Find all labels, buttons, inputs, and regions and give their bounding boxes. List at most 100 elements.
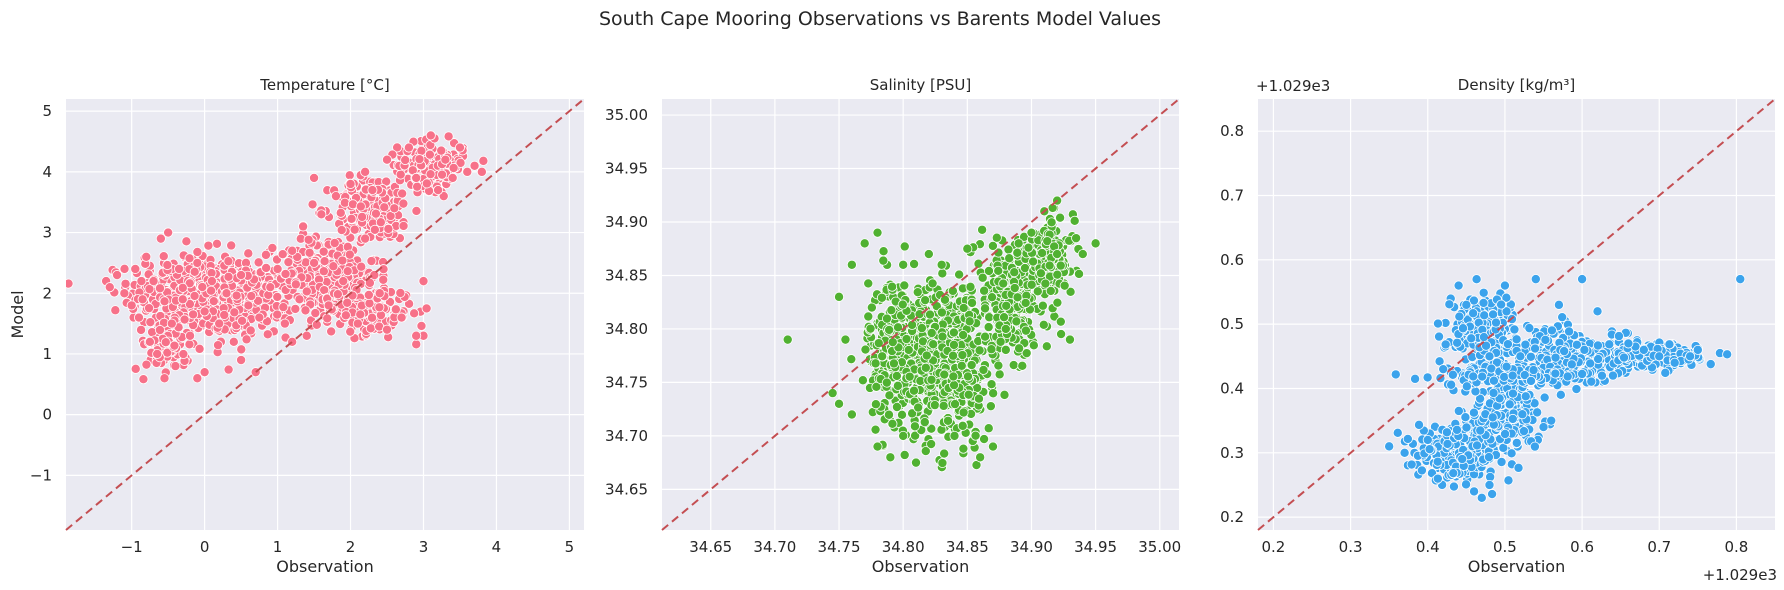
data-point	[1472, 440, 1483, 451]
data-point	[1501, 306, 1512, 317]
data-point	[846, 409, 857, 420]
data-point	[301, 330, 312, 341]
data-point	[1470, 386, 1481, 397]
data-point	[260, 249, 271, 260]
y-tick-label: 0.3	[1220, 444, 1244, 462]
data-point	[936, 307, 947, 318]
x-tick-label: 4	[492, 538, 502, 556]
data-point	[1511, 334, 1522, 345]
data-point	[1446, 379, 1457, 390]
data-point	[1487, 489, 1498, 500]
data-point	[909, 258, 920, 269]
data-point	[926, 423, 937, 434]
data-point	[1604, 339, 1615, 350]
data-point	[920, 446, 931, 457]
data-point	[1059, 280, 1070, 291]
data-point	[1410, 373, 1421, 384]
data-point	[342, 266, 353, 277]
data-point	[469, 160, 480, 171]
data-point	[355, 201, 366, 212]
data-point	[1566, 359, 1577, 370]
x-tick-label: 0.5	[1493, 538, 1517, 556]
x-tick-label: 34.80	[882, 538, 925, 556]
data-point	[211, 238, 222, 249]
data-point	[355, 309, 366, 320]
data-point	[300, 305, 311, 316]
data-point	[948, 327, 959, 338]
data-point	[436, 145, 447, 156]
data-point	[1468, 308, 1479, 319]
y-tick-label: 0	[42, 406, 52, 424]
data-point	[425, 169, 436, 180]
data-point	[1441, 427, 1452, 438]
data-point	[332, 289, 343, 300]
data-point	[1559, 346, 1570, 357]
data-point	[1056, 329, 1067, 340]
x-tick-label: 35.00	[1138, 538, 1181, 556]
data-point	[339, 197, 350, 208]
data-point	[949, 430, 960, 441]
data-point	[412, 181, 423, 192]
data-point	[939, 448, 950, 459]
data-point	[241, 334, 252, 345]
data-point	[898, 430, 909, 441]
x-tick-label: 0.3	[1339, 538, 1363, 556]
data-point	[454, 142, 465, 153]
identity-line	[1257, 98, 1776, 531]
data-point	[349, 224, 360, 235]
data-point	[983, 322, 994, 333]
data-point	[1012, 247, 1023, 258]
data-point	[1422, 434, 1433, 445]
data-point	[1532, 407, 1543, 418]
data-point	[1447, 369, 1458, 380]
data-point	[144, 303, 155, 314]
data-point	[336, 225, 347, 236]
x-tick-label: 2	[346, 538, 356, 556]
data-point	[1517, 409, 1528, 420]
data-point	[378, 274, 389, 285]
data-point	[1468, 407, 1479, 418]
data-point	[137, 294, 148, 305]
y-tick-label: 1	[42, 345, 52, 363]
data-point	[1442, 438, 1453, 449]
data-point	[138, 374, 149, 385]
data-point	[1735, 274, 1746, 285]
data-point	[1052, 297, 1063, 308]
data-point	[964, 316, 975, 327]
data-point	[265, 282, 276, 293]
data-point	[909, 421, 920, 432]
data-point	[370, 208, 381, 219]
data-point	[893, 322, 904, 333]
data-point	[1011, 316, 1022, 327]
data-point	[367, 312, 378, 323]
data-point	[999, 312, 1010, 323]
data-point	[1458, 323, 1469, 334]
data-point	[335, 207, 346, 218]
data-point	[214, 318, 225, 329]
data-point	[967, 297, 978, 308]
y-tick-label: 35.00	[605, 106, 648, 124]
data-point	[1528, 365, 1539, 376]
data-point	[1466, 333, 1477, 344]
data-point	[148, 276, 159, 287]
data-point	[1546, 415, 1557, 426]
data-point	[396, 312, 407, 323]
data-point	[1453, 280, 1464, 291]
data-point	[913, 402, 924, 413]
data-point	[921, 350, 932, 361]
data-point	[352, 318, 363, 329]
data-point	[447, 172, 458, 183]
data-point	[899, 449, 910, 460]
data-point	[1001, 300, 1012, 311]
data-point	[345, 178, 356, 189]
data-point	[872, 227, 883, 238]
data-point	[950, 399, 961, 410]
data-point	[1457, 454, 1468, 465]
figure-title: South Cape Mooring Observations vs Baren…	[599, 8, 1161, 30]
data-point	[1692, 344, 1703, 355]
data-point	[1507, 413, 1518, 424]
data-point	[1557, 312, 1568, 323]
data-point	[1028, 340, 1039, 351]
data-point	[398, 198, 409, 209]
data-point	[478, 155, 489, 166]
